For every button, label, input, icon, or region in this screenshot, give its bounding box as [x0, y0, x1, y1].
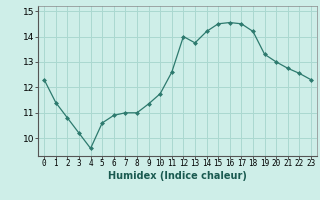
X-axis label: Humidex (Indice chaleur): Humidex (Indice chaleur)	[108, 171, 247, 181]
